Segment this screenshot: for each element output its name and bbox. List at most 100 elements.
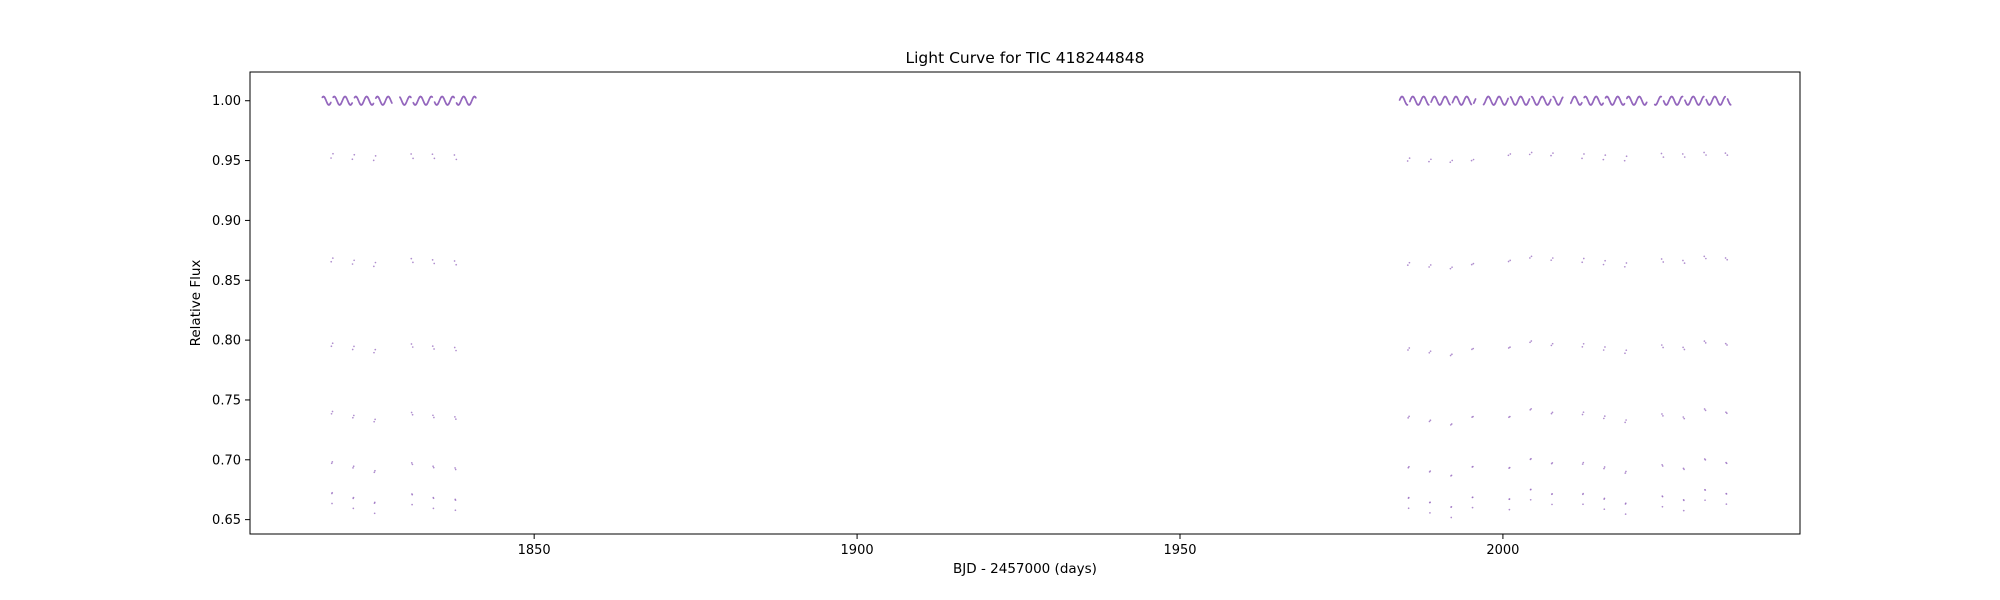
flux-point [1471, 348, 1473, 351]
flux-point [1683, 468, 1685, 471]
flux-point [1507, 260, 1510, 263]
flux-point [1603, 508, 1606, 511]
flux-point [1406, 264, 1409, 266]
flux-point [1551, 461, 1554, 464]
flux-point [374, 348, 377, 351]
flux-point [352, 507, 355, 510]
flux-point [1450, 505, 1453, 508]
flux-point [1682, 509, 1685, 512]
flux-point [432, 465, 434, 468]
flux-point [1682, 346, 1684, 349]
flux-point [1551, 411, 1554, 414]
flux-point [1428, 266, 1430, 268]
flux-point [330, 157, 332, 159]
flux-point [1582, 492, 1585, 495]
flux-point [1624, 472, 1627, 474]
flux-point [1427, 104, 1430, 106]
flux-point [1625, 349, 1628, 352]
flux-point [1625, 155, 1628, 158]
flux-point [1551, 492, 1554, 495]
flux-point [1624, 352, 1626, 355]
flux-point [1451, 353, 1453, 356]
flux-point [1704, 499, 1706, 502]
flux-point [1451, 266, 1453, 269]
flux-point [410, 257, 413, 260]
flux-point [1705, 154, 1707, 156]
flux-point [1703, 151, 1705, 154]
flux-point [1724, 342, 1727, 345]
flux-point [410, 343, 413, 345]
flux-point [353, 345, 355, 348]
flux-point [332, 152, 334, 155]
x-tick-label: 1900 [841, 543, 874, 558]
flux-point [1470, 103, 1473, 106]
flux-point [1661, 465, 1664, 467]
flux-point [1508, 508, 1511, 511]
flux-point [1429, 501, 1431, 504]
flux-point [411, 463, 414, 466]
flux-point [1604, 346, 1606, 348]
flux-point [1661, 413, 1663, 415]
flux-point [331, 342, 334, 345]
flux-point [1725, 503, 1728, 506]
flux-point [1624, 513, 1627, 515]
flux-point [1582, 342, 1585, 345]
flux-point [1683, 262, 1686, 264]
flux-point [1472, 347, 1475, 350]
flux-point [1530, 151, 1533, 154]
flux-point [1581, 463, 1584, 465]
flux-point [1428, 160, 1430, 163]
x-tick-label: 1950 [1163, 543, 1196, 558]
flux-point [1470, 263, 1473, 266]
flux-point [1450, 474, 1453, 477]
flux-point [1550, 344, 1553, 347]
x-axis-ticks: 1850 1900 1950 2000 [518, 534, 1519, 558]
flux-point [374, 418, 376, 421]
flux-point [1725, 462, 1728, 465]
flux-point [1624, 421, 1626, 424]
flux-point [1703, 408, 1706, 410]
flux-point [1471, 496, 1474, 499]
flux-point [433, 416, 435, 419]
flux-point [412, 261, 414, 264]
flux-point [1660, 258, 1663, 260]
flux-point [331, 460, 334, 463]
flux-point [352, 414, 355, 417]
flux-point [372, 102, 375, 105]
flux-point [1551, 257, 1554, 259]
flux-point [1407, 507, 1410, 510]
flux-point [1603, 497, 1606, 500]
flux-point [373, 471, 376, 474]
flux-point [373, 420, 376, 423]
flux-point [1704, 489, 1707, 491]
flux-point [1582, 411, 1585, 414]
flux-point [1625, 419, 1627, 421]
flux-point [1408, 465, 1410, 468]
flux-point [1726, 258, 1729, 261]
flux-point [1724, 152, 1727, 154]
flux-point [411, 493, 414, 496]
y-tick-label: 0.95 [212, 154, 241, 169]
flux-point [331, 410, 334, 413]
flux-point [1529, 498, 1532, 501]
flux-point [1581, 157, 1583, 160]
flux-point [1660, 95, 1663, 98]
flux-point [1406, 160, 1409, 162]
flux-point [1582, 257, 1585, 260]
flux-point [1602, 263, 1605, 266]
flux-point [1703, 255, 1706, 258]
flux-point [1726, 344, 1728, 346]
flux-point [1507, 97, 1510, 100]
y-tick-label: 0.85 [212, 274, 241, 289]
flux-point [1550, 154, 1552, 157]
flux-point [372, 265, 375, 268]
flux-point [1602, 417, 1605, 420]
flux-point [410, 96, 412, 99]
flux-point [331, 491, 334, 494]
flux-point [1582, 503, 1584, 506]
flux-point [1550, 259, 1553, 262]
flux-point [352, 496, 355, 499]
flux-point [1429, 350, 1432, 353]
flux-point [454, 499, 457, 501]
